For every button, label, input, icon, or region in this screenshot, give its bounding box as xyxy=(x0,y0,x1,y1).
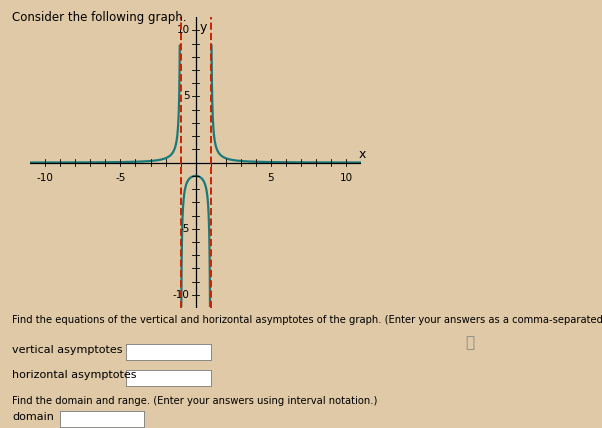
Text: vertical asymptotes: vertical asymptotes xyxy=(12,345,123,354)
Text: 10: 10 xyxy=(176,25,190,36)
Text: 5: 5 xyxy=(183,92,190,101)
Text: Find the equations of the vertical and horizontal asymptotes of the graph. (Ente: Find the equations of the vertical and h… xyxy=(12,315,602,324)
Text: -10: -10 xyxy=(37,173,54,183)
Text: -5: -5 xyxy=(115,173,126,183)
Text: y: y xyxy=(199,21,207,34)
Text: 5: 5 xyxy=(267,173,275,183)
Text: domain: domain xyxy=(12,412,54,422)
Text: x: x xyxy=(358,148,365,161)
Text: Consider the following graph.: Consider the following graph. xyxy=(12,11,187,24)
Text: -10: -10 xyxy=(173,290,190,300)
Text: -5: -5 xyxy=(179,224,190,234)
Text: ⓘ: ⓘ xyxy=(465,335,474,350)
Text: horizontal asymptotes: horizontal asymptotes xyxy=(12,370,137,380)
Text: Find the domain and range. (Enter your answers using interval notation.): Find the domain and range. (Enter your a… xyxy=(12,396,377,406)
Text: 10: 10 xyxy=(340,173,353,183)
